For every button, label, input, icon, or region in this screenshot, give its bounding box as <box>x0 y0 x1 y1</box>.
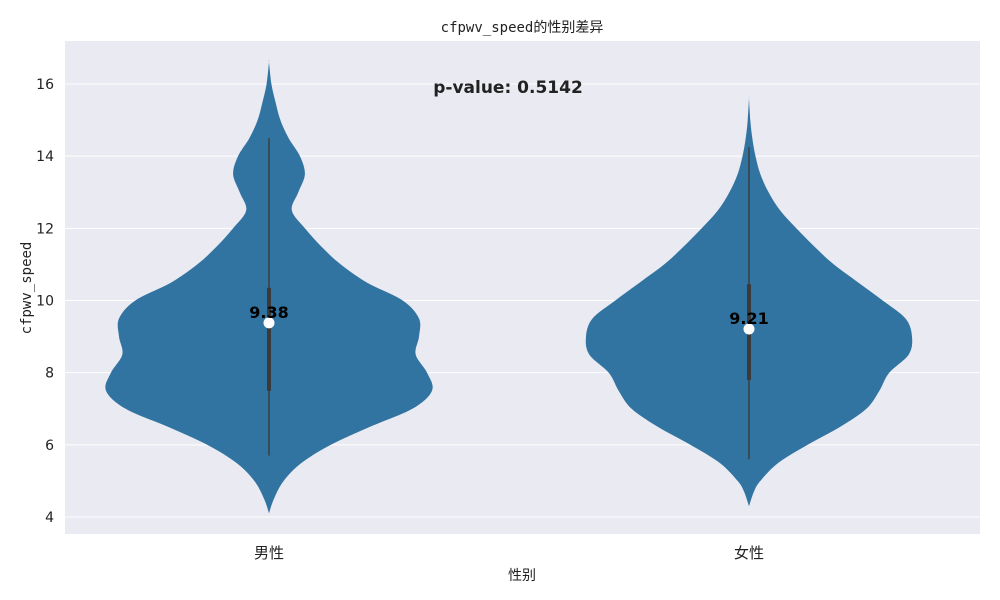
y-tick-label: 4 <box>45 510 54 526</box>
y-tick-label: 8 <box>45 366 54 382</box>
violins: 9.38 9.21 <box>105 59 913 514</box>
x-axis-label: 性别 <box>508 568 536 584</box>
p-value-annotation: p-value: 0.5142 <box>433 78 583 98</box>
chart-title: cfpwv_speed的性别差异 <box>441 20 604 36</box>
x-axis-ticks: 男性 女性 <box>254 544 764 562</box>
y-axis-ticks: 4 6 8 10 12 14 16 <box>36 77 54 526</box>
y-tick-label: 14 <box>36 149 54 165</box>
median-point <box>743 323 755 335</box>
y-tick-label: 12 <box>36 221 54 237</box>
y-tick-label: 6 <box>45 438 54 454</box>
y-tick-label: 10 <box>36 294 54 310</box>
median-label: 9.21 <box>729 309 768 328</box>
x-tick-label: 男性 <box>254 544 284 562</box>
median-point <box>263 317 275 329</box>
y-axis-label: cfpwv_speed <box>19 242 35 335</box>
x-tick-label: 女性 <box>734 544 764 562</box>
median-label: 9.38 <box>249 303 288 322</box>
y-tick-label: 16 <box>36 77 54 93</box>
